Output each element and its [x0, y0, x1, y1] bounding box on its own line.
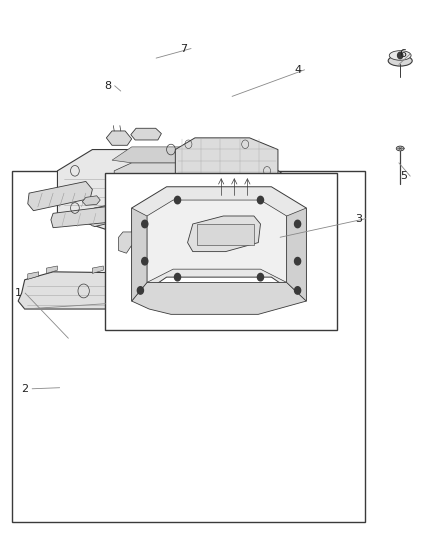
- Polygon shape: [147, 200, 287, 282]
- Circle shape: [174, 196, 180, 204]
- Polygon shape: [194, 254, 203, 262]
- Polygon shape: [112, 147, 215, 163]
- Polygon shape: [132, 208, 147, 301]
- Bar: [12, 171, 365, 522]
- Polygon shape: [287, 208, 306, 301]
- Polygon shape: [18, 272, 151, 309]
- Text: 4: 4: [294, 65, 301, 75]
- Polygon shape: [127, 253, 141, 262]
- Bar: [106, 173, 337, 330]
- Polygon shape: [280, 224, 315, 256]
- Text: 3: 3: [355, 214, 362, 224]
- Circle shape: [294, 257, 300, 265]
- Text: 7: 7: [180, 44, 187, 53]
- Ellipse shape: [389, 51, 411, 60]
- Text: 6: 6: [400, 49, 407, 59]
- Polygon shape: [180, 249, 197, 256]
- Polygon shape: [212, 256, 220, 264]
- Polygon shape: [86, 204, 118, 227]
- Text: 1: 1: [14, 288, 21, 298]
- Polygon shape: [117, 200, 155, 222]
- Circle shape: [294, 287, 300, 294]
- Text: 2: 2: [21, 384, 29, 394]
- Polygon shape: [114, 163, 215, 211]
- Polygon shape: [199, 256, 208, 264]
- Polygon shape: [175, 260, 189, 269]
- Polygon shape: [163, 244, 172, 252]
- Polygon shape: [158, 261, 175, 268]
- Ellipse shape: [388, 55, 412, 66]
- Polygon shape: [82, 196, 100, 205]
- Polygon shape: [175, 138, 278, 188]
- Polygon shape: [187, 216, 261, 252]
- Polygon shape: [131, 128, 161, 140]
- Text: 5: 5: [400, 171, 407, 181]
- Polygon shape: [132, 187, 306, 301]
- Polygon shape: [215, 216, 223, 227]
- Polygon shape: [182, 254, 191, 262]
- Polygon shape: [57, 150, 297, 245]
- Polygon shape: [212, 216, 317, 256]
- Ellipse shape: [396, 146, 404, 151]
- Polygon shape: [28, 181, 92, 211]
- Circle shape: [142, 220, 148, 228]
- Polygon shape: [46, 266, 57, 273]
- Polygon shape: [106, 131, 132, 146]
- Circle shape: [142, 257, 148, 265]
- Circle shape: [138, 287, 144, 294]
- Polygon shape: [162, 277, 228, 305]
- Polygon shape: [132, 282, 306, 314]
- Polygon shape: [151, 257, 165, 266]
- Circle shape: [258, 273, 264, 281]
- Polygon shape: [119, 232, 132, 253]
- Circle shape: [294, 220, 300, 228]
- Polygon shape: [51, 205, 123, 228]
- Circle shape: [174, 273, 180, 281]
- Polygon shape: [92, 266, 103, 273]
- Polygon shape: [28, 272, 39, 279]
- Polygon shape: [258, 173, 315, 224]
- Circle shape: [398, 52, 403, 59]
- Text: 8: 8: [104, 81, 111, 91]
- Polygon shape: [197, 224, 254, 245]
- Circle shape: [258, 196, 264, 204]
- Polygon shape: [162, 236, 186, 244]
- Polygon shape: [151, 244, 160, 252]
- Polygon shape: [130, 229, 153, 238]
